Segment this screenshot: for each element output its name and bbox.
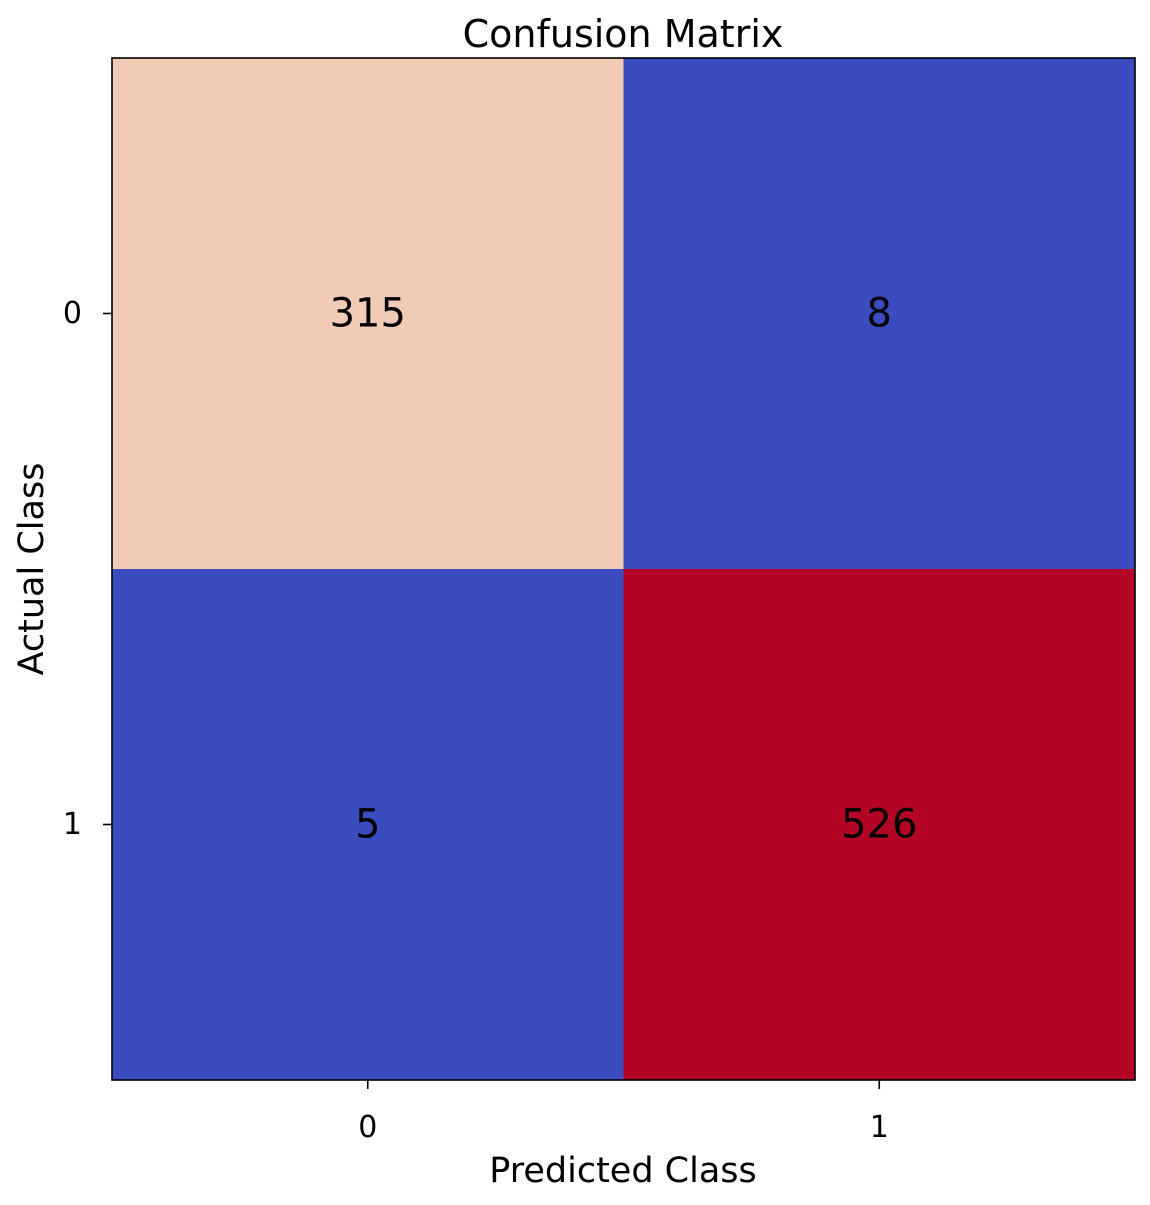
- y-axis-label: Actual Class: [12, 463, 52, 676]
- cell-value-label-1-1: 526: [841, 802, 917, 848]
- heatmap-cell-0-0: [112, 58, 624, 570]
- x-axis-label: Predicted Class: [489, 1151, 757, 1191]
- y-axis-ticks: 01: [63, 296, 112, 842]
- heatmap-cell-labels: 315 8 5 526: [330, 291, 918, 848]
- cell-value-label-0-1: 8: [867, 291, 892, 337]
- y-tick-label-1: 1: [63, 807, 82, 842]
- heatmap-cell-1-0: [112, 569, 624, 1081]
- heatmap-cells: [112, 58, 1136, 1081]
- cell-value-label-1-0: 5: [355, 802, 380, 848]
- x-tick-label-0: 0: [358, 1110, 377, 1145]
- heatmap-cell-0-1: [623, 58, 1136, 570]
- plot-frame: [111, 57, 1136, 1081]
- heatmap-cell-1-1: [623, 569, 1136, 1081]
- cell-value-label-0-0: 315: [330, 291, 406, 337]
- chart-title: Confusion Matrix: [463, 12, 784, 56]
- y-tick-label-0: 0: [63, 296, 82, 331]
- x-tick-label-1: 1: [870, 1110, 889, 1145]
